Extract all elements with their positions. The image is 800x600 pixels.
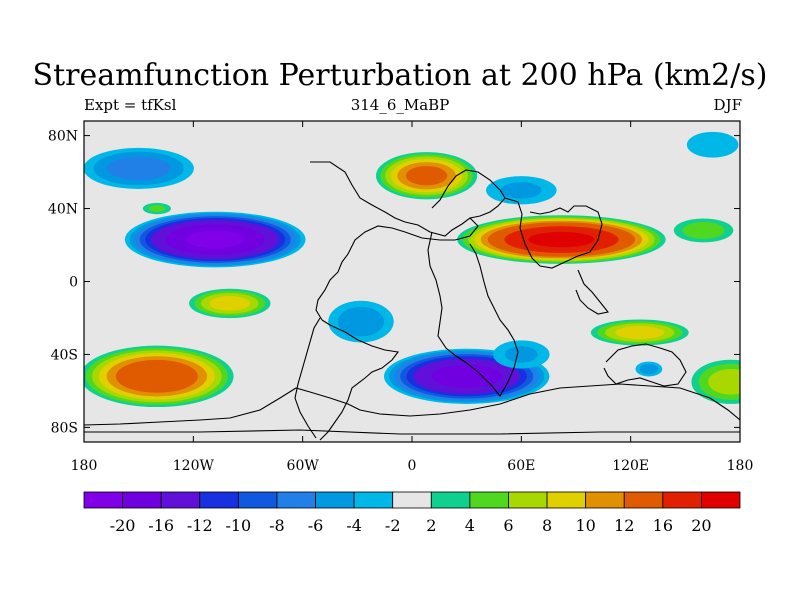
lat-tick-label: 40N [48,202,78,218]
australia-coast [603,343,687,387]
colorbar-swatch [546,491,587,509]
southeast-asia-coast [575,269,609,315]
field-tasman-low [635,361,663,377]
contour-band [686,131,739,158]
colorbar-swatch [122,491,162,509]
colorbar-label: -10 [225,516,251,535]
colorbar-label: -2 [385,516,401,535]
asia-coast [504,197,603,269]
longitude-axis: 180 120W 60W 0 60E 120E 180 [71,121,754,474]
lon-tick-label: 120E [612,458,649,474]
colorbar-swatch [623,491,664,509]
field-arctic-low [686,131,739,158]
colorbar-label: 12 [614,516,634,535]
field-far-east-high [673,218,734,243]
field-north-atlantic-europe-high [375,152,478,200]
colorbar-swatch [353,491,394,509]
streamfunction-field [84,131,740,408]
latitude-axis: 80N 40N 0 40S 80S [48,129,740,436]
colorbar: -20 -16 -12 -10 -8 -6 -4 -2 2 4 6 8 10 12 16 20 [83,491,741,535]
colorbar-label: -8 [269,516,285,535]
contour-band [431,364,502,388]
contour-band [708,369,740,395]
plot-title: Streamfunction Perturbation at 200 hPa (… [32,58,768,93]
contour-band [528,231,595,248]
colorbar-swatch [662,491,702,509]
field-north-pacific-low [84,147,194,189]
contour-band [505,346,538,363]
colorbar-swatch [199,491,239,509]
coastlines [84,161,740,441]
contour-band [639,363,659,375]
colorbar-label: -6 [308,516,324,535]
contour-band [682,222,725,239]
lat-tick-label: 80N [48,129,78,145]
antarctica-inner-coast [84,429,740,435]
lon-tick-label: 180 [71,458,98,474]
colorbar-label: -4 [346,516,362,535]
contour-band [106,156,171,181]
field-siberia-low [486,176,557,205]
colorbar-swatch [315,491,355,509]
europe-coast [431,169,506,219]
colorbar-label: -20 [110,516,136,535]
colorbar-swatch [237,491,278,509]
field-south-pacific-high [189,288,271,319]
south-america-west-coast [294,317,321,439]
lon-tick-label: 180 [727,458,754,474]
colorbar-label: 10 [575,516,595,535]
colorbar-swatch [701,491,741,509]
field-central-north-pacific-low [124,211,306,268]
colorbar-swatch [508,491,548,509]
field-southern-ocean-low [383,348,550,404]
contour-band [115,359,198,393]
field-southeast-pacific-high [84,345,234,408]
lon-tick-label: 120W [173,458,215,474]
experiment-label: Expt = tfKsl [84,96,177,114]
south-america-east-coast [319,319,399,441]
run-label: 314_6_MaBP [350,96,450,114]
field-north-pacific-high-small [142,202,172,215]
colorbar-swatch [392,491,432,509]
colorbar-label: 6 [503,516,513,535]
colorbar-label: 2 [426,516,436,535]
colorbar-swatch [160,491,201,509]
colorbar-swatch [469,491,509,509]
field-australia-high [590,319,689,346]
lon-tick-label: 0 [408,458,417,474]
colorbar-swatch [430,491,471,509]
north-america-coast [310,161,479,321]
contour-band [186,230,244,249]
field-new-zealand-high [691,359,740,404]
contour-band [405,166,448,186]
colorbar-label: -16 [148,516,174,535]
contour-band [500,182,542,199]
antarctica-coast [84,383,740,426]
colorbar-label: 20 [691,516,711,535]
colorbar-label: -12 [187,516,213,535]
lat-tick-label: 40S [51,347,78,363]
contour-band [148,205,166,212]
lon-tick-label: 60W [287,458,320,474]
lon-tick-label: 60E [507,458,535,474]
season-label: DJF [713,96,742,114]
colorbar-swatch [585,491,625,509]
contour-band [209,296,251,311]
contour-band [615,326,665,340]
field-asia-high [457,215,666,264]
contour-band [337,306,385,337]
colorbar-swatch [83,491,123,509]
lat-tick-label: 0 [69,275,78,291]
colorbar-label: 16 [653,516,673,535]
lat-tick-label: 80S [51,420,78,436]
colorbar-label: 4 [465,516,475,535]
colorbar-swatch [276,491,316,509]
field-indian-ocean-low-tail [493,340,550,369]
africa-coast [427,231,519,397]
field-south-atlantic-low [328,300,394,343]
colorbar-label: 8 [542,516,552,535]
